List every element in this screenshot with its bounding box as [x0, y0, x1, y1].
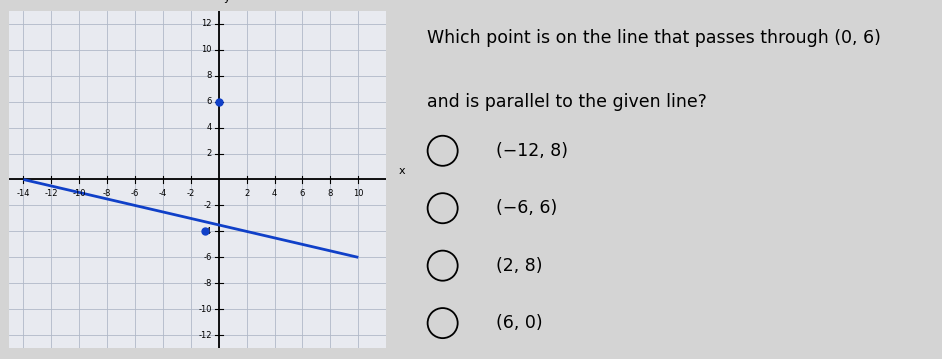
Text: -12: -12	[44, 188, 58, 197]
Text: -10: -10	[73, 188, 86, 197]
Text: -6: -6	[131, 188, 139, 197]
Text: -8: -8	[103, 188, 111, 197]
Text: 4: 4	[272, 188, 277, 197]
Text: 8: 8	[206, 71, 212, 80]
Text: -10: -10	[198, 305, 212, 314]
Text: 2: 2	[206, 149, 212, 158]
Text: x: x	[398, 165, 405, 176]
Text: 6: 6	[206, 97, 212, 106]
Text: 10: 10	[202, 45, 212, 54]
Text: 12: 12	[202, 19, 212, 28]
Text: 8: 8	[328, 188, 333, 197]
Text: and is parallel to the given line?: and is parallel to the given line?	[427, 93, 706, 111]
Text: -2: -2	[187, 188, 195, 197]
Text: 10: 10	[353, 188, 364, 197]
Text: (−12, 8): (−12, 8)	[496, 142, 568, 160]
Text: (2, 8): (2, 8)	[496, 257, 543, 275]
Text: -6: -6	[203, 253, 212, 262]
Text: -4: -4	[203, 227, 212, 236]
Text: (−6, 6): (−6, 6)	[496, 199, 558, 217]
Text: (6, 0): (6, 0)	[496, 314, 543, 332]
Text: y: y	[223, 0, 230, 3]
Text: 6: 6	[300, 188, 305, 197]
Text: 4: 4	[206, 123, 212, 132]
Text: -14: -14	[17, 188, 30, 197]
Text: -12: -12	[198, 331, 212, 340]
Text: 2: 2	[244, 188, 250, 197]
Text: -8: -8	[203, 279, 212, 288]
Text: Which point is on the line that passes through (0, 6): Which point is on the line that passes t…	[427, 29, 881, 47]
Text: -4: -4	[159, 188, 167, 197]
Text: -2: -2	[203, 201, 212, 210]
